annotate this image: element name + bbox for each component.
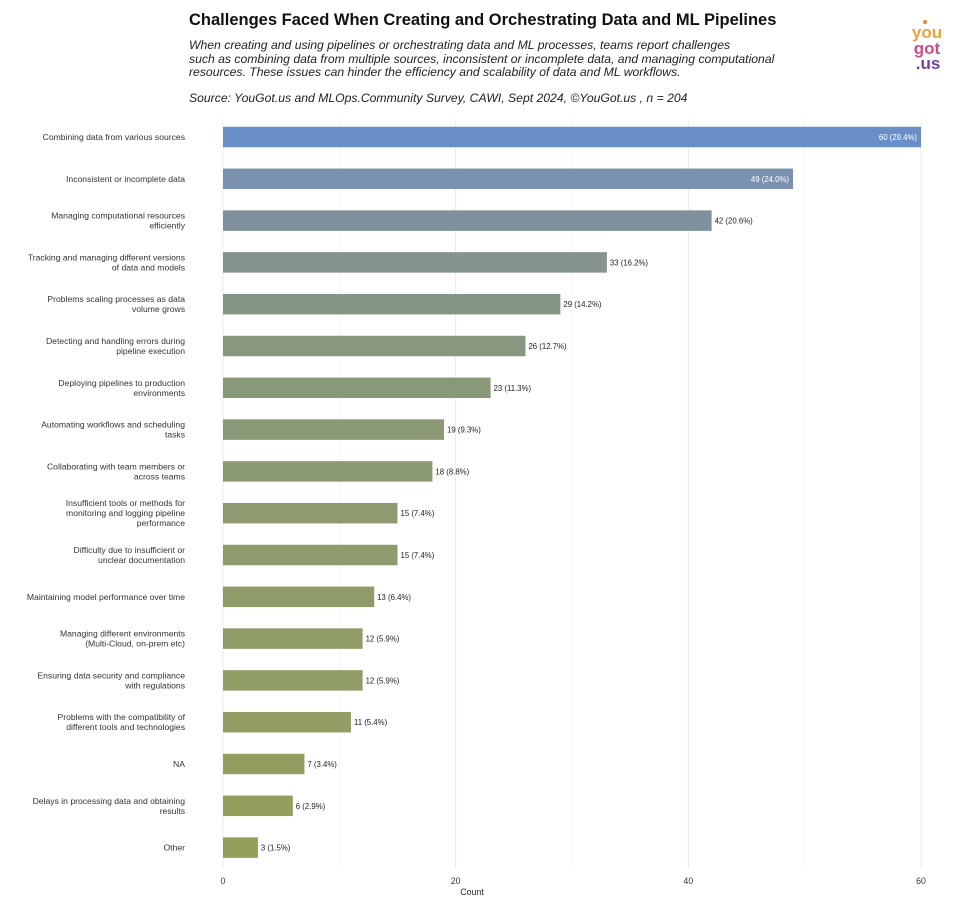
x-tick-label: 0: [221, 876, 226, 886]
category-label: Combining data from various sources: [43, 132, 185, 142]
category-label: with regulations: [124, 680, 185, 690]
category-label: Collaborating with team members or: [47, 461, 185, 471]
category-label: Delays in processing data and obtaining: [33, 796, 186, 806]
category-label: Automating workflows and scheduling: [41, 420, 185, 430]
category-label: Problems scaling processes as data: [47, 294, 185, 304]
bar: [223, 544, 398, 566]
data-label: 12 (5.9%): [366, 635, 400, 644]
bar: [223, 628, 363, 649]
category-label: Managing computational resources: [51, 211, 185, 221]
data-label: 18 (8.8%): [435, 467, 469, 476]
x-tick-label: 20: [451, 876, 461, 886]
data-label: 15 (7.4%): [401, 509, 435, 518]
category-label: (Multi-Cloud, on-prem etc): [85, 639, 185, 649]
bar: [223, 210, 712, 231]
yougot-logo: you got .us: [912, 20, 942, 73]
category-label: Problems with the compatibility of: [57, 712, 185, 722]
data-label: 33 (16.2%): [610, 258, 649, 267]
category-label: Insufficient tools or methods for: [66, 498, 185, 508]
data-label: 6 (2.9%): [296, 802, 326, 811]
chart-title: Challenges Faced When Creating and Orche…: [189, 11, 777, 29]
category-label: environments: [133, 388, 185, 398]
bar: [223, 502, 398, 524]
category-label: efficiently: [149, 221, 185, 231]
logo-line-2: got: [914, 39, 941, 58]
category-label: Maintaining model performance over time: [27, 592, 185, 602]
bar: [223, 377, 491, 399]
category-label: volume grows: [132, 304, 185, 314]
data-label: 11 (5.4%): [354, 718, 388, 727]
bar: [223, 670, 363, 691]
x-tick-label: 60: [916, 876, 926, 886]
x-axis-title: Count: [460, 887, 484, 897]
category-label: results: [160, 806, 185, 816]
bar: [223, 753, 305, 775]
data-label: 49 (24.0%): [751, 175, 790, 184]
data-label: 23 (11.3%): [494, 384, 532, 393]
subtitle-line-2: such as combining data from multiple sou…: [189, 51, 775, 66]
logo-line-3: .us: [916, 54, 941, 73]
data-label: 42 (20.6%): [715, 217, 754, 226]
bar: [223, 795, 293, 817]
data-label: 26 (12.7%): [528, 342, 567, 351]
data-label: 60 (29.4%): [879, 133, 918, 142]
bar: [223, 252, 607, 273]
bar: [223, 335, 526, 357]
subtitle-line-3: resources. These issues can hinder the e…: [189, 65, 681, 80]
category-label: Managing different environments: [60, 629, 185, 639]
bar: [223, 293, 561, 315]
category-label: Inconsistent or incomplete data: [66, 174, 185, 184]
data-label: 3 (1.5%): [261, 844, 291, 853]
data-label: 13 (6.4%): [377, 593, 411, 602]
bar: [223, 419, 445, 440]
bar: [223, 837, 258, 858]
category-label: NA: [173, 759, 185, 769]
bar: [223, 461, 433, 482]
category-label: different tools and technologies: [66, 722, 185, 732]
data-label: 12 (5.9%): [366, 676, 400, 685]
chart-subtitle: When creating and using pipelines or orc…: [189, 38, 789, 80]
x-tick-label: 40: [683, 876, 693, 886]
category-label: unclear documentation: [98, 555, 185, 565]
category-label: of data and models: [112, 262, 185, 272]
category-label: Ensuring data security and compliance: [37, 670, 185, 680]
category-label: Difficulty due to insufficient or: [74, 545, 186, 555]
data-label: 7 (3.4%): [307, 760, 337, 769]
bar: [223, 586, 375, 608]
category-label: Other: [164, 843, 186, 853]
bar: [223, 126, 921, 148]
category-label: Tracking and managing different versions: [28, 252, 185, 262]
data-label: 15 (7.4%): [401, 551, 435, 560]
category-label: across teams: [134, 471, 185, 481]
data-label: 29 (14.2%): [563, 300, 602, 309]
category-label: Detecting and handling errors during: [46, 336, 185, 346]
data-label: 19 (9.3%): [447, 426, 481, 435]
subtitle-line-1: When creating and using pipelines or orc…: [189, 38, 731, 52]
bar: [223, 711, 351, 733]
category-label: performance: [137, 518, 185, 528]
category-label: monitoring and logging pipeline: [66, 508, 185, 518]
logo-line-1: you: [912, 23, 942, 42]
bar: [223, 168, 794, 190]
category-label: tasks: [165, 430, 185, 440]
category-label: pipeline execution: [116, 346, 185, 356]
chart-source: Source: YouGot.us and MLOps.Community Su…: [189, 91, 688, 105]
category-label: Deploying pipelines to production: [58, 378, 185, 388]
